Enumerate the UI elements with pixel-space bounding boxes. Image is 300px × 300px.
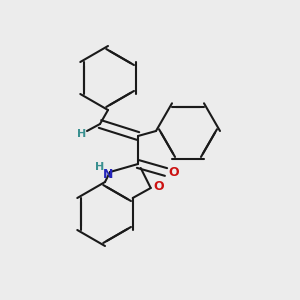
- Text: N: N: [103, 169, 113, 182]
- Text: O: O: [153, 179, 164, 193]
- Text: H: H: [77, 129, 87, 139]
- Text: O: O: [169, 166, 179, 178]
- Text: H: H: [95, 162, 105, 172]
